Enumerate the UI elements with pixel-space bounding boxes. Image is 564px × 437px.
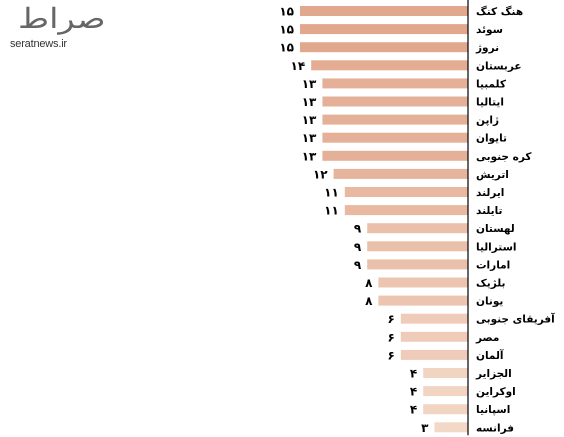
bar-value-label: ۱۵ — [279, 5, 294, 19]
bar-value-label: ۳ — [421, 421, 429, 435]
bar — [400, 313, 468, 324]
bar — [378, 277, 468, 288]
category-label: مصر — [475, 332, 499, 344]
category-label: کلمبیا — [476, 78, 507, 90]
bar — [322, 132, 468, 143]
category-label: کره جنوبی — [476, 151, 532, 163]
category-label: اوکراین — [476, 386, 516, 398]
bar — [367, 259, 468, 270]
category-label: لهستان — [476, 223, 515, 235]
bar — [344, 187, 468, 197]
bar-value-label: ۴ — [410, 385, 417, 399]
bar-value-label: ۶ — [387, 348, 394, 362]
site-logo: صراط seratnews.ir — [8, 2, 105, 52]
bar — [333, 168, 468, 179]
bar-value-label: ۱۳ — [302, 149, 317, 163]
bar-value-label: ۱۵ — [279, 41, 294, 55]
bar-value-label: ۹ — [354, 240, 362, 254]
category-label: یونان — [476, 296, 503, 308]
bar-value-label: ۴ — [410, 403, 417, 417]
bar — [367, 241, 468, 252]
bar-value-label: ۱۲ — [313, 167, 328, 181]
bar — [423, 404, 468, 415]
category-label: هنگ کنگ — [476, 5, 523, 18]
bar — [322, 78, 468, 89]
category-label: نروژ — [475, 42, 499, 54]
bar — [322, 150, 468, 161]
category-label: ایتالیا — [476, 97, 504, 109]
bar-value-label: ۹ — [354, 222, 362, 236]
category-label: بلژیک — [476, 278, 506, 290]
category-label: فرانسه — [476, 422, 514, 434]
logo-mark: صراط — [18, 2, 106, 35]
bar — [367, 223, 468, 234]
bar-value-label: ۱۱ — [324, 204, 339, 218]
category-label: تایلند — [476, 205, 503, 217]
bar — [378, 295, 468, 306]
category-label: سوئد — [476, 24, 503, 36]
bar — [322, 114, 468, 125]
category-label: امارات — [476, 259, 510, 271]
bar-value-label: ۱۴ — [291, 59, 306, 73]
bar — [423, 368, 468, 378]
category-label: اتریش — [476, 169, 509, 181]
bar — [300, 6, 468, 16]
bar-value-label: ۸ — [365, 276, 373, 290]
bar — [311, 60, 468, 71]
bar-value-label: ۱۵ — [279, 23, 294, 37]
bar — [434, 422, 468, 433]
bar — [300, 42, 468, 53]
bar-value-label: ۸ — [365, 294, 373, 308]
category-label: عربستان — [476, 60, 522, 72]
bar — [344, 205, 468, 216]
bar-value-label: ۶ — [387, 330, 394, 344]
bar-value-label: ۱۳ — [302, 77, 317, 91]
bar — [400, 331, 468, 342]
bar-value-label: ۹ — [354, 258, 362, 272]
bar-value-label: ۱۳ — [302, 95, 317, 109]
category-label: اسپانیا — [476, 404, 510, 416]
category-label: تایوان — [476, 133, 507, 145]
category-label: استرالیا — [476, 241, 517, 253]
category-label: آفریقای جنوبی — [476, 313, 555, 326]
bar-value-label: ۱۳ — [302, 131, 317, 145]
category-label: آلمان — [476, 349, 504, 362]
bar — [400, 349, 468, 360]
bar-value-label: ۴ — [410, 367, 417, 381]
bar-value-label: ۱۳ — [302, 113, 317, 127]
bar — [300, 24, 468, 35]
category-label: ژاپن — [476, 115, 499, 127]
logo-site-url: seratnews.ir — [10, 38, 67, 50]
bar — [322, 96, 468, 107]
bar-value-label: ۱۱ — [324, 186, 339, 200]
bar-value-label: ۶ — [387, 312, 394, 326]
category-label: ایرلند — [476, 187, 504, 199]
category-label: الجزایر — [475, 368, 512, 380]
bar — [423, 386, 468, 397]
